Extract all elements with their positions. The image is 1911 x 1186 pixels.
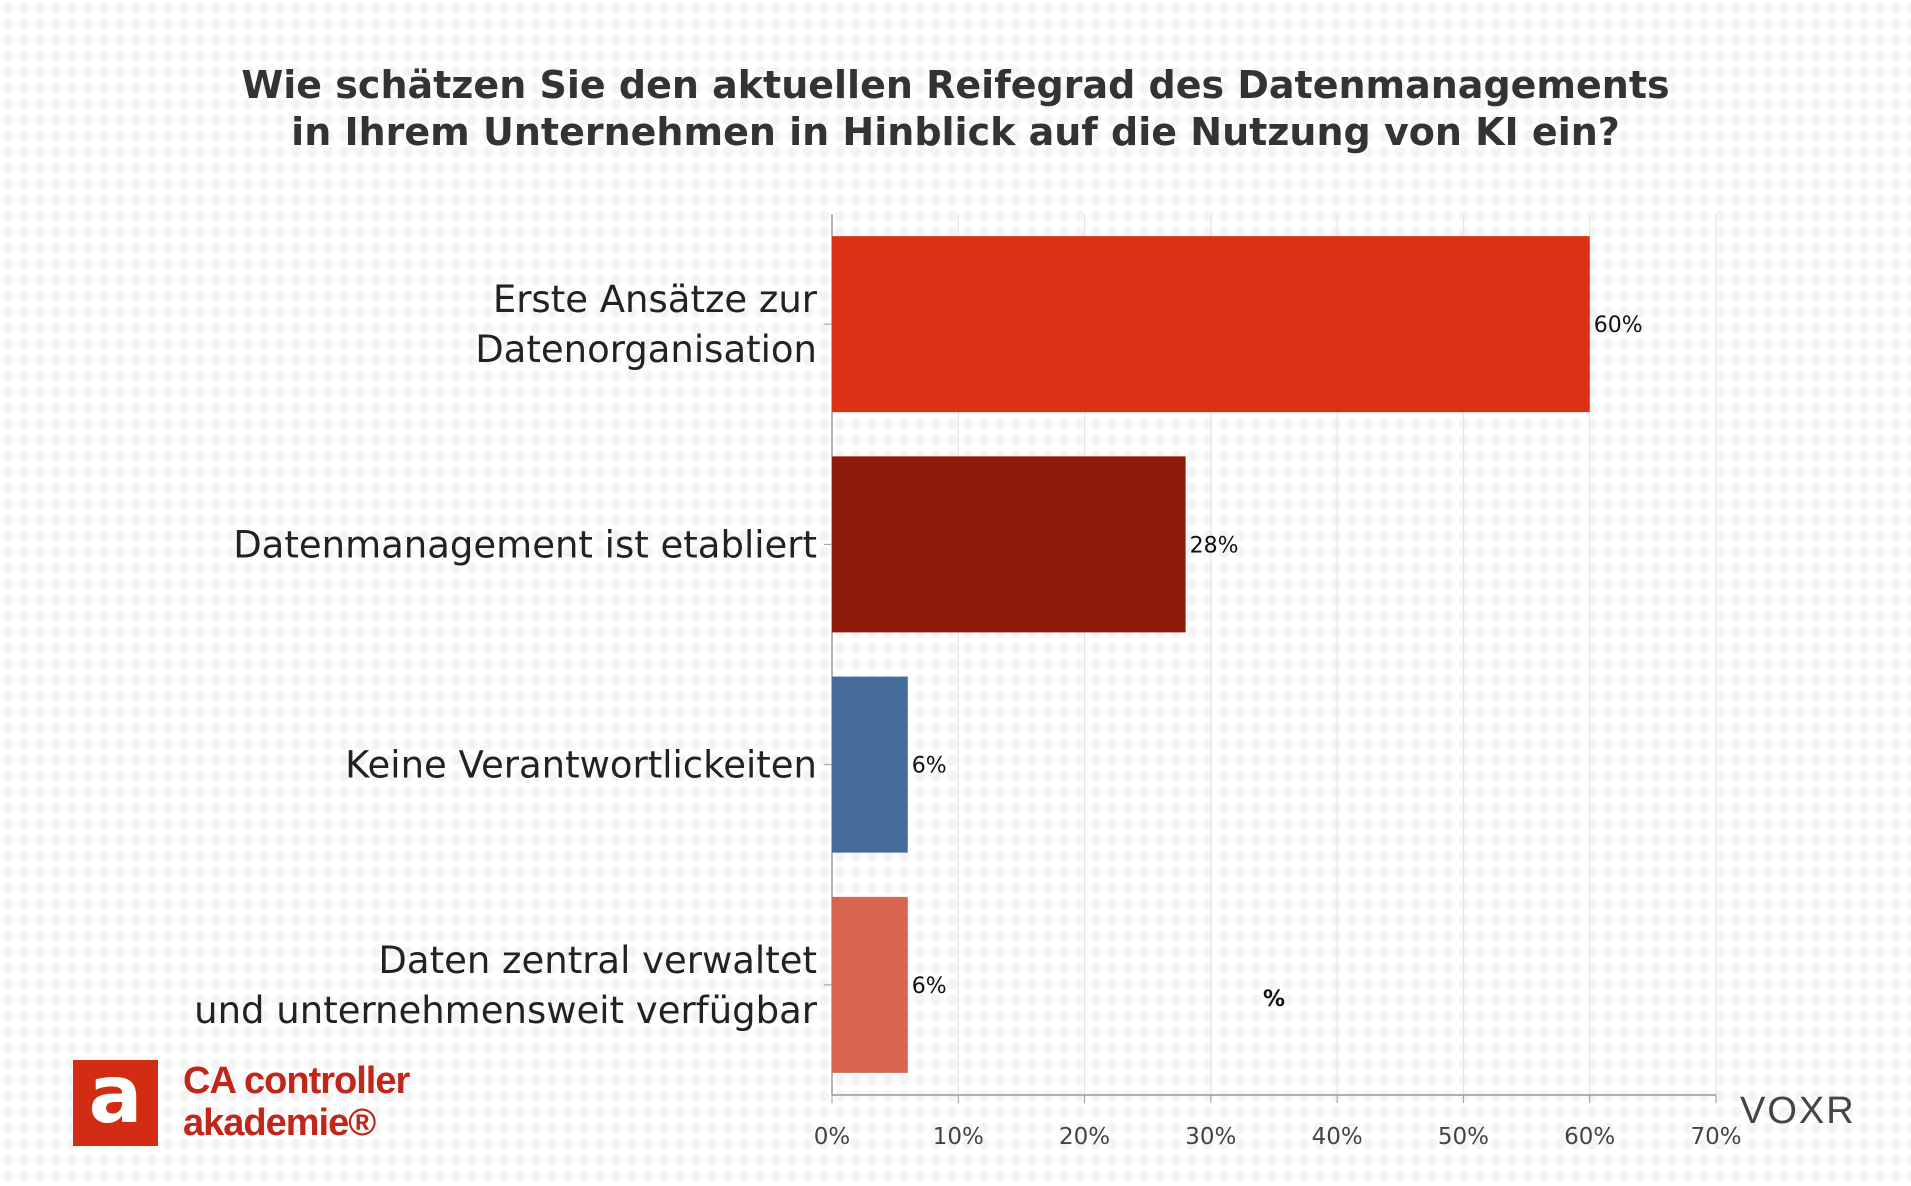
category-label: Datenorganisation [475,328,817,371]
data-label: 6% [912,754,947,779]
category-label: Datenmanagement ist etabliert [233,523,817,566]
ca-logo-text: CA controller akademie® [183,1060,410,1144]
data-label: 6% [912,974,947,999]
x-axis-label: % [1263,987,1285,1012]
data-label: 60% [1594,313,1643,338]
x-tick-label: 60% [1564,1124,1615,1150]
bar [832,896,908,1073]
category-label: Erste Ansätze zur [493,278,818,321]
category-label: und unternehmensweit verfügbar [194,989,818,1032]
x-tick-label: 0% [814,1124,851,1150]
logo-mark: a [88,1048,143,1141]
chart-title-line-2: in Ihrem Unternehmen in Hinblick auf die… [291,110,1620,154]
x-tick-label: 40% [1312,1124,1363,1150]
voxr-logo: VOXR [1740,1090,1856,1132]
bar [832,676,908,853]
x-tick-label: 20% [1059,1124,1110,1150]
logo-line-1: CA controller [183,1060,410,1102]
x-tick-label: 10% [933,1124,984,1150]
bar [832,456,1186,633]
chart-title: Wie schätzen Sie den aktuellen Reifegrad… [0,62,1911,156]
bar [832,236,1590,413]
x-tick-label: 70% [1690,1124,1741,1150]
data-label: 28% [1190,533,1239,558]
chart-title-line-1: Wie schätzen Sie den aktuellen Reifegrad… [241,63,1670,107]
ca-logo-icon: a [73,1052,158,1146]
x-tick-label: 30% [1185,1124,1236,1150]
logo-line-2: akademie® [183,1102,376,1144]
category-label: Keine Verantwortlickeiten [345,744,817,787]
x-tick-label: 50% [1438,1124,1489,1150]
category-label: Daten zentral verwaltet [378,939,817,982]
